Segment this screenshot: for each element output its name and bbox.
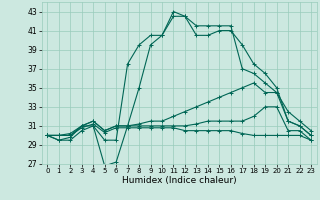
X-axis label: Humidex (Indice chaleur): Humidex (Indice chaleur) [122,176,236,185]
